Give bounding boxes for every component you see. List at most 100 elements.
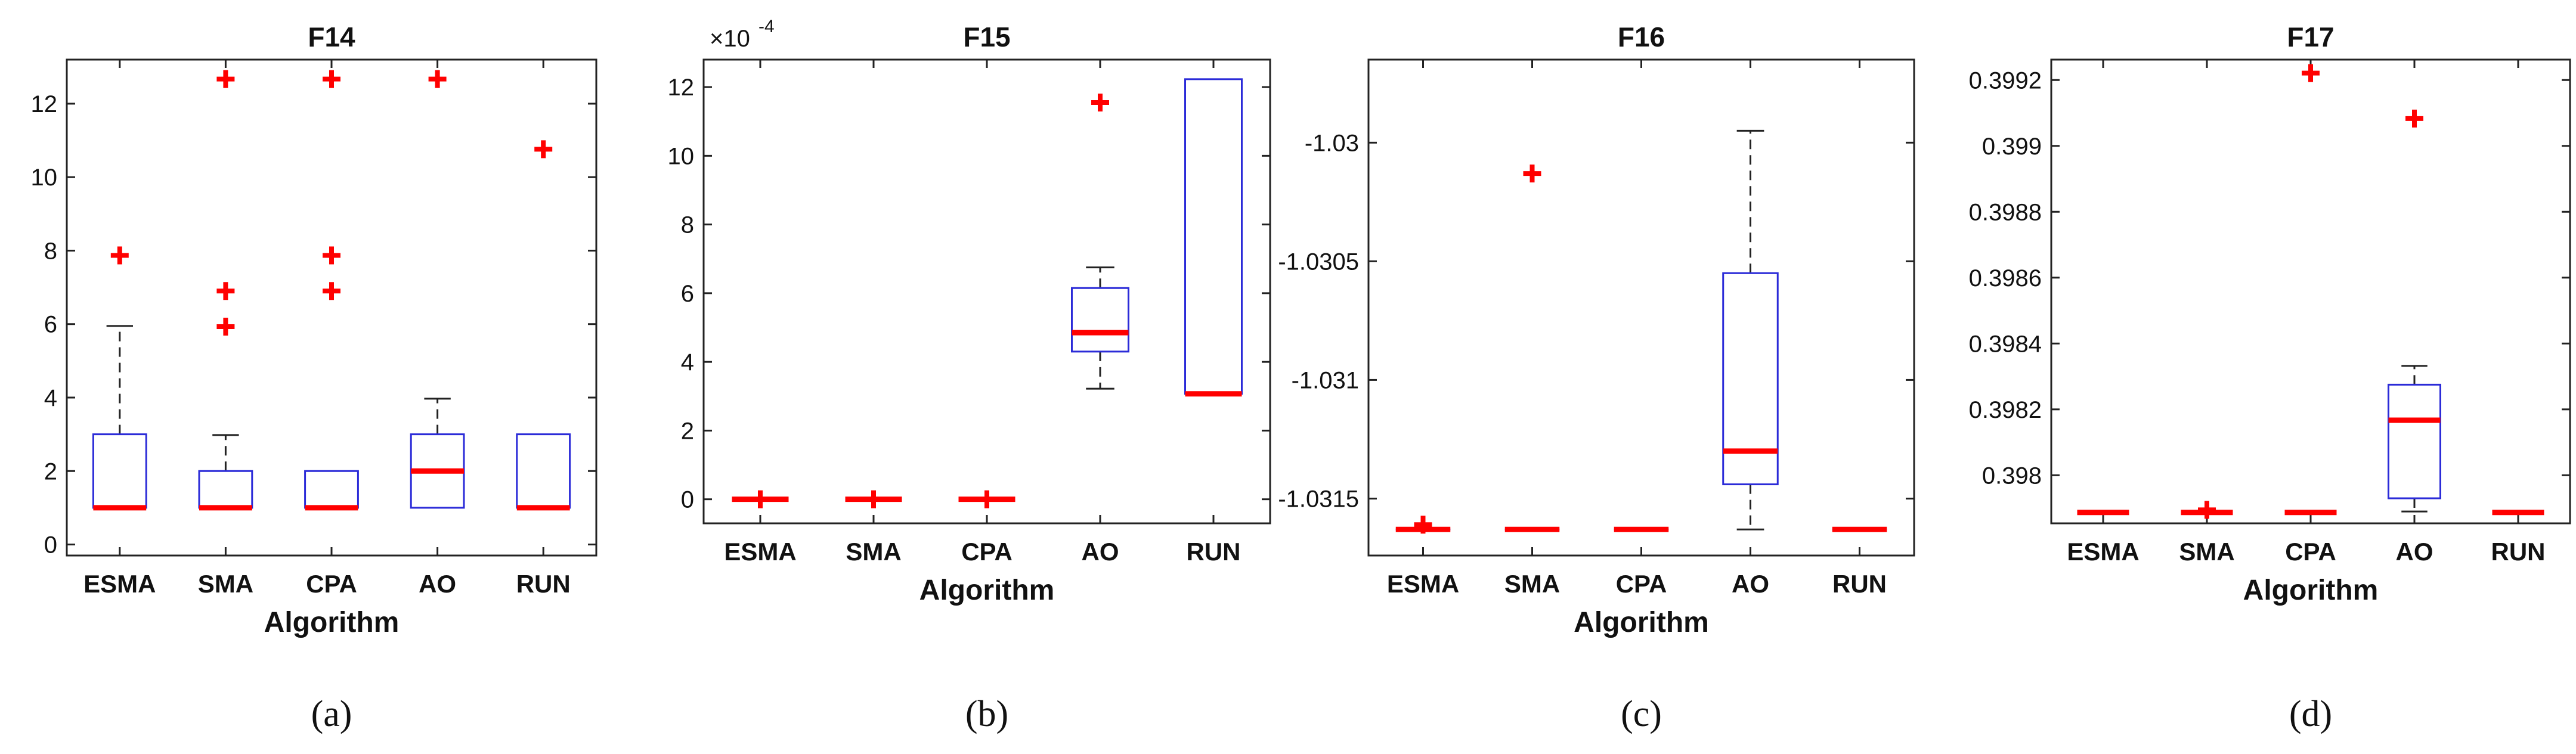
outlier-marker	[1523, 165, 1541, 183]
panel-caption: (a)	[311, 694, 352, 734]
box-ao	[2388, 109, 2441, 513]
x-tick-label: AO	[419, 570, 456, 598]
y-tick-label: 6	[681, 281, 694, 307]
y-tick-label: 0.3986	[1969, 265, 2042, 291]
box-body	[92, 433, 147, 509]
outlier-marker	[1414, 516, 1432, 534]
x-axis-label: Algorithm	[2243, 575, 2379, 606]
outlier-marker	[751, 490, 769, 508]
y-tick-label: 0	[681, 487, 694, 513]
x-tick-label: AO	[1732, 570, 1769, 598]
axes-frame	[2050, 58, 2571, 525]
box-sma	[2181, 501, 2233, 519]
outlier-marker	[1091, 94, 1109, 112]
box-esma	[92, 246, 147, 511]
x-axis-label: Algorithm	[919, 575, 1055, 606]
box-cpa	[304, 70, 359, 511]
x-tick-label: ESMA	[83, 570, 156, 598]
box-ao	[1071, 94, 1129, 390]
panel-f14: 0 2 4 6 8 10 12 ESMA SMA CPA AO RUN F14 Algorithm (a)	[31, 21, 597, 734]
box-body	[304, 470, 359, 509]
box-sma	[198, 70, 253, 511]
y-tick-label: -1.0305	[1278, 249, 1359, 275]
box-ao	[410, 70, 465, 509]
box-esma	[1395, 516, 1451, 534]
chart-title: F17	[2287, 21, 2334, 52]
box-sma	[1504, 165, 1560, 532]
y-tick-label: 2	[681, 418, 694, 444]
x-tick-label: ESMA	[1387, 570, 1459, 598]
outlier-marker	[865, 490, 883, 508]
x-tick-label: SMA	[1504, 570, 1560, 598]
outlier-marker	[216, 70, 235, 88]
y-tick-label: -1.031	[1292, 367, 1359, 393]
box-cpa	[2284, 64, 2337, 516]
outlier-marker	[216, 318, 235, 336]
panel-f15: 0 2 4 6 8 10 12 ESMA SMA CPA AO RUN F15 Algorithm ×10-…	[668, 17, 1271, 734]
x-tick-label: RUN	[516, 570, 571, 598]
y-tick-label: 0.3984	[1969, 331, 2042, 357]
x-tick-label: CPA	[306, 570, 357, 598]
y-tick-label: 6	[44, 312, 57, 338]
outlier-marker	[534, 140, 553, 159]
y-tick-label: 0.398	[1982, 463, 2042, 489]
y-tick-label: 10	[668, 143, 695, 169]
outlier-marker	[323, 70, 340, 88]
y-tick-label: -1.03	[1305, 130, 1359, 156]
x-tick-label: RUN	[1187, 538, 1241, 566]
y-tick-label: 12	[668, 75, 695, 101]
outlier-marker	[978, 490, 996, 508]
chart-title: F15	[963, 21, 1010, 52]
x-tick-label: RUN	[2491, 538, 2546, 566]
box-body	[1071, 287, 1129, 353]
exponent-power: -4	[758, 17, 775, 36]
y-tick-label: 2	[44, 458, 57, 485]
outlier-marker	[323, 282, 340, 300]
outlier-marker	[216, 282, 235, 300]
panel-f16: -1.0315 -1.031 -1.0305 -1.03 ESMA SMA CPA AO RUN…	[1278, 21, 1915, 734]
y-tick-label: 0.399	[1982, 134, 2042, 160]
y-tick-label: -1.0315	[1278, 486, 1359, 512]
x-tick-label: ESMA	[724, 538, 796, 566]
y-tick-label: 0.3982	[1969, 397, 2042, 423]
outlier-marker	[428, 70, 447, 88]
outlier-marker	[2198, 501, 2216, 519]
outlier-marker	[110, 246, 129, 265]
x-tick-label: AO	[1082, 538, 1119, 566]
box-body	[1184, 78, 1243, 395]
y-tick-label: 0.3992	[1969, 67, 2042, 94]
box-run	[1184, 78, 1243, 397]
y-tick-label: 4	[681, 349, 694, 376]
box-sma	[845, 490, 902, 508]
y-tick-label: 8	[681, 212, 694, 238]
y-tick-label: 0.3988	[1969, 199, 2042, 225]
x-tick-label: AO	[2396, 538, 2433, 566]
x-axis-label: Algorithm	[264, 607, 400, 638]
panel-caption: (d)	[2289, 694, 2332, 734]
panel-f17: 0.398 0.3982 0.3984 0.3986 0.3988 0.399 0.3992…	[1969, 21, 2571, 734]
x-tick-label: CPA	[961, 538, 1013, 566]
chart-title: F14	[308, 21, 355, 52]
x-tick-label: SMA	[2179, 538, 2234, 566]
box-esma	[732, 490, 789, 508]
panel-caption: (c)	[1621, 694, 1662, 734]
x-tick-label: SMA	[846, 538, 901, 566]
axes-frame	[1367, 58, 1915, 557]
box-body	[1722, 272, 1779, 486]
x-tick-label: ESMA	[2067, 538, 2139, 566]
exponent-base: ×10	[710, 26, 750, 52]
y-tick-label: 4	[44, 385, 57, 411]
box-ao	[1722, 129, 1779, 530]
box-run	[516, 140, 571, 511]
panel-caption: (b)	[965, 694, 1008, 734]
chart-title: F16	[1618, 21, 1665, 52]
x-axis-label: Algorithm	[1574, 607, 1709, 638]
y-tick-label: 12	[31, 91, 58, 117]
y-tick-label: 10	[31, 165, 58, 191]
outlier-marker	[323, 246, 340, 265]
x-tick-label: CPA	[1616, 570, 1667, 598]
box-body	[516, 433, 571, 509]
box-cpa	[958, 490, 1015, 508]
y-tick-label: 8	[44, 238, 57, 264]
